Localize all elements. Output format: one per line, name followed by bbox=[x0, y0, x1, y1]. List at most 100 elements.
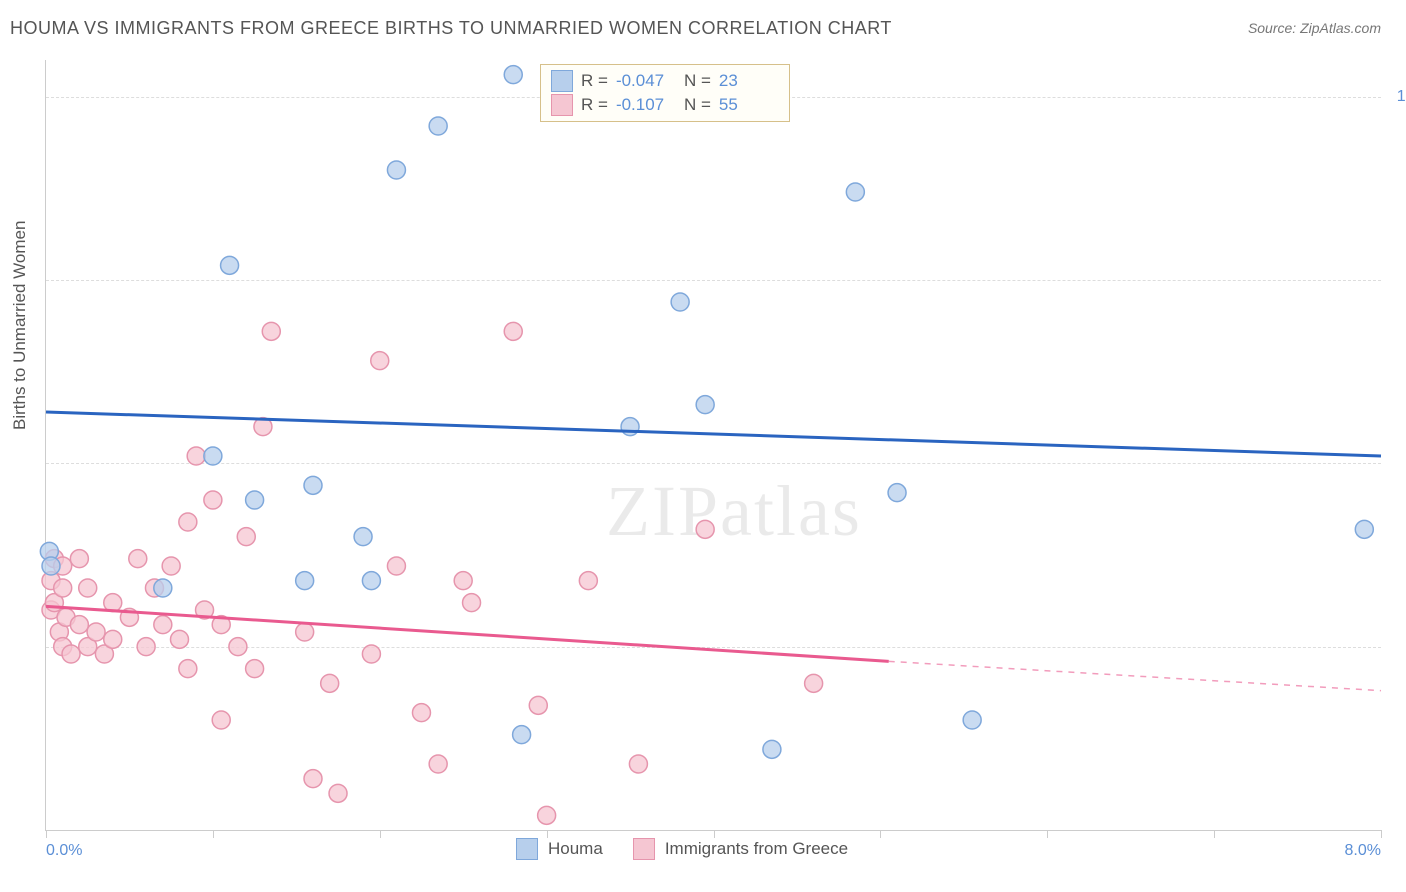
scatter-point bbox=[187, 447, 205, 465]
scatter-point bbox=[79, 579, 97, 597]
scatter-point bbox=[204, 447, 222, 465]
y-tick-label: 25.0% bbox=[1391, 638, 1406, 656]
swatch-houma bbox=[551, 70, 573, 92]
n-key: N = bbox=[684, 71, 711, 91]
scatter-point bbox=[296, 623, 314, 641]
scatter-point bbox=[412, 704, 430, 722]
scatter-point bbox=[42, 557, 60, 575]
scatter-point bbox=[529, 696, 547, 714]
x-axis-max-label: 8.0% bbox=[1345, 842, 1381, 860]
scatter-point bbox=[204, 491, 222, 509]
x-tick bbox=[714, 830, 715, 838]
scatter-point bbox=[629, 755, 647, 773]
scatter-point bbox=[387, 161, 405, 179]
scatter-point bbox=[354, 528, 372, 546]
scatter-point bbox=[246, 491, 264, 509]
scatter-point bbox=[621, 418, 639, 436]
scatter-point bbox=[179, 660, 197, 678]
scatter-point bbox=[362, 572, 380, 590]
scatter-point bbox=[429, 755, 447, 773]
y-tick-label: 75.0% bbox=[1391, 271, 1406, 289]
scatter-point bbox=[54, 579, 72, 597]
scatter-point bbox=[304, 476, 322, 494]
chart-title: HOUMA VS IMMIGRANTS FROM GREECE BIRTHS T… bbox=[10, 18, 892, 39]
scatter-point bbox=[454, 572, 472, 590]
scatter-point bbox=[262, 322, 280, 340]
swatch-houma bbox=[516, 838, 538, 860]
scatter-point bbox=[362, 645, 380, 663]
scatter-point bbox=[221, 256, 239, 274]
n-value-houma: 23 bbox=[719, 71, 779, 91]
scatter-point bbox=[154, 616, 172, 634]
r-value-houma: -0.047 bbox=[616, 71, 676, 91]
scatter-point bbox=[304, 770, 322, 788]
y-tick-label: 100.0% bbox=[1391, 88, 1406, 106]
scatter-point bbox=[513, 726, 531, 744]
scatter-point bbox=[387, 557, 405, 575]
correlation-legend: R = -0.047 N = 23 R = -0.107 N = 55 bbox=[540, 64, 790, 122]
swatch-greece bbox=[551, 94, 573, 116]
x-tick bbox=[380, 830, 381, 838]
swatch-greece bbox=[633, 838, 655, 860]
legend-row-greece: R = -0.107 N = 55 bbox=[551, 93, 779, 117]
source-attribution: Source: ZipAtlas.com bbox=[1248, 20, 1381, 36]
scatter-point bbox=[371, 352, 389, 370]
regression-line-houma bbox=[46, 412, 1381, 456]
x-tick bbox=[547, 830, 548, 838]
scatter-point bbox=[62, 645, 80, 663]
scatter-point bbox=[154, 579, 172, 597]
scatter-point bbox=[805, 674, 823, 692]
scatter-point bbox=[329, 784, 347, 802]
scatter-point bbox=[429, 117, 447, 135]
scatter-point bbox=[246, 660, 264, 678]
scatter-point bbox=[179, 513, 197, 531]
scatter-point bbox=[162, 557, 180, 575]
scatter-point bbox=[129, 550, 147, 568]
legend-row-houma: R = -0.047 N = 23 bbox=[551, 69, 779, 93]
scatter-point bbox=[963, 711, 981, 729]
scatter-point bbox=[296, 572, 314, 590]
scatter-point bbox=[671, 293, 689, 311]
scatter-point bbox=[321, 674, 339, 692]
r-key: R = bbox=[581, 71, 608, 91]
n-value-greece: 55 bbox=[719, 95, 779, 115]
series-legend: Houma Immigrants from Greece bbox=[516, 838, 848, 860]
scatter-point bbox=[70, 550, 88, 568]
scatter-point bbox=[1355, 520, 1373, 538]
scatter-svg bbox=[46, 60, 1381, 830]
scatter-point bbox=[87, 623, 105, 641]
scatter-point bbox=[504, 322, 522, 340]
scatter-point bbox=[171, 630, 189, 648]
x-tick bbox=[46, 830, 47, 838]
scatter-point bbox=[137, 638, 155, 656]
y-axis-label: Births to Unmarried Women bbox=[10, 221, 30, 430]
scatter-point bbox=[229, 638, 247, 656]
x-tick bbox=[1381, 830, 1382, 838]
x-tick bbox=[1214, 830, 1215, 838]
scatter-point bbox=[579, 572, 597, 590]
scatter-point bbox=[696, 396, 714, 414]
x-tick bbox=[1047, 830, 1048, 838]
scatter-point bbox=[504, 66, 522, 84]
scatter-point bbox=[888, 484, 906, 502]
legend-label-houma: Houma bbox=[548, 839, 603, 859]
x-tick bbox=[213, 830, 214, 838]
r-value-greece: -0.107 bbox=[616, 95, 676, 115]
scatter-point bbox=[763, 740, 781, 758]
y-tick-label: 50.0% bbox=[1391, 454, 1406, 472]
scatter-point bbox=[538, 806, 556, 824]
scatter-point bbox=[846, 183, 864, 201]
x-tick bbox=[880, 830, 881, 838]
scatter-point bbox=[696, 520, 714, 538]
scatter-point bbox=[237, 528, 255, 546]
scatter-point bbox=[104, 630, 122, 648]
r-key: R = bbox=[581, 95, 608, 115]
x-axis-min-label: 0.0% bbox=[46, 842, 82, 860]
scatter-point bbox=[463, 594, 481, 612]
scatter-point bbox=[70, 616, 88, 634]
n-key: N = bbox=[684, 95, 711, 115]
scatter-point bbox=[212, 711, 230, 729]
chart-plot-area: ZIPatlas 25.0%50.0%75.0%100.0% 0.0% 8.0%… bbox=[45, 60, 1381, 831]
legend-label-greece: Immigrants from Greece bbox=[665, 839, 848, 859]
regression-line-greece-extrapolated bbox=[889, 661, 1381, 690]
